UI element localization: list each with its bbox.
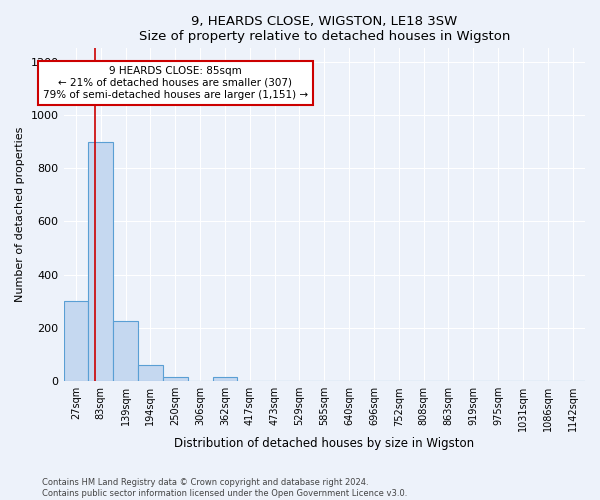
Text: 9 HEARDS CLOSE: 85sqm
← 21% of detached houses are smaller (307)
79% of semi-det: 9 HEARDS CLOSE: 85sqm ← 21% of detached … xyxy=(43,66,308,100)
Title: 9, HEARDS CLOSE, WIGSTON, LE18 3SW
Size of property relative to detached houses : 9, HEARDS CLOSE, WIGSTON, LE18 3SW Size … xyxy=(139,15,510,43)
Y-axis label: Number of detached properties: Number of detached properties xyxy=(15,127,25,302)
Bar xyxy=(113,322,138,381)
Bar xyxy=(138,365,163,381)
X-axis label: Distribution of detached houses by size in Wigston: Distribution of detached houses by size … xyxy=(174,437,475,450)
Bar xyxy=(212,377,238,381)
Text: Contains HM Land Registry data © Crown copyright and database right 2024.
Contai: Contains HM Land Registry data © Crown c… xyxy=(42,478,407,498)
Bar xyxy=(88,142,113,381)
Bar xyxy=(64,302,88,381)
Bar xyxy=(163,377,188,381)
